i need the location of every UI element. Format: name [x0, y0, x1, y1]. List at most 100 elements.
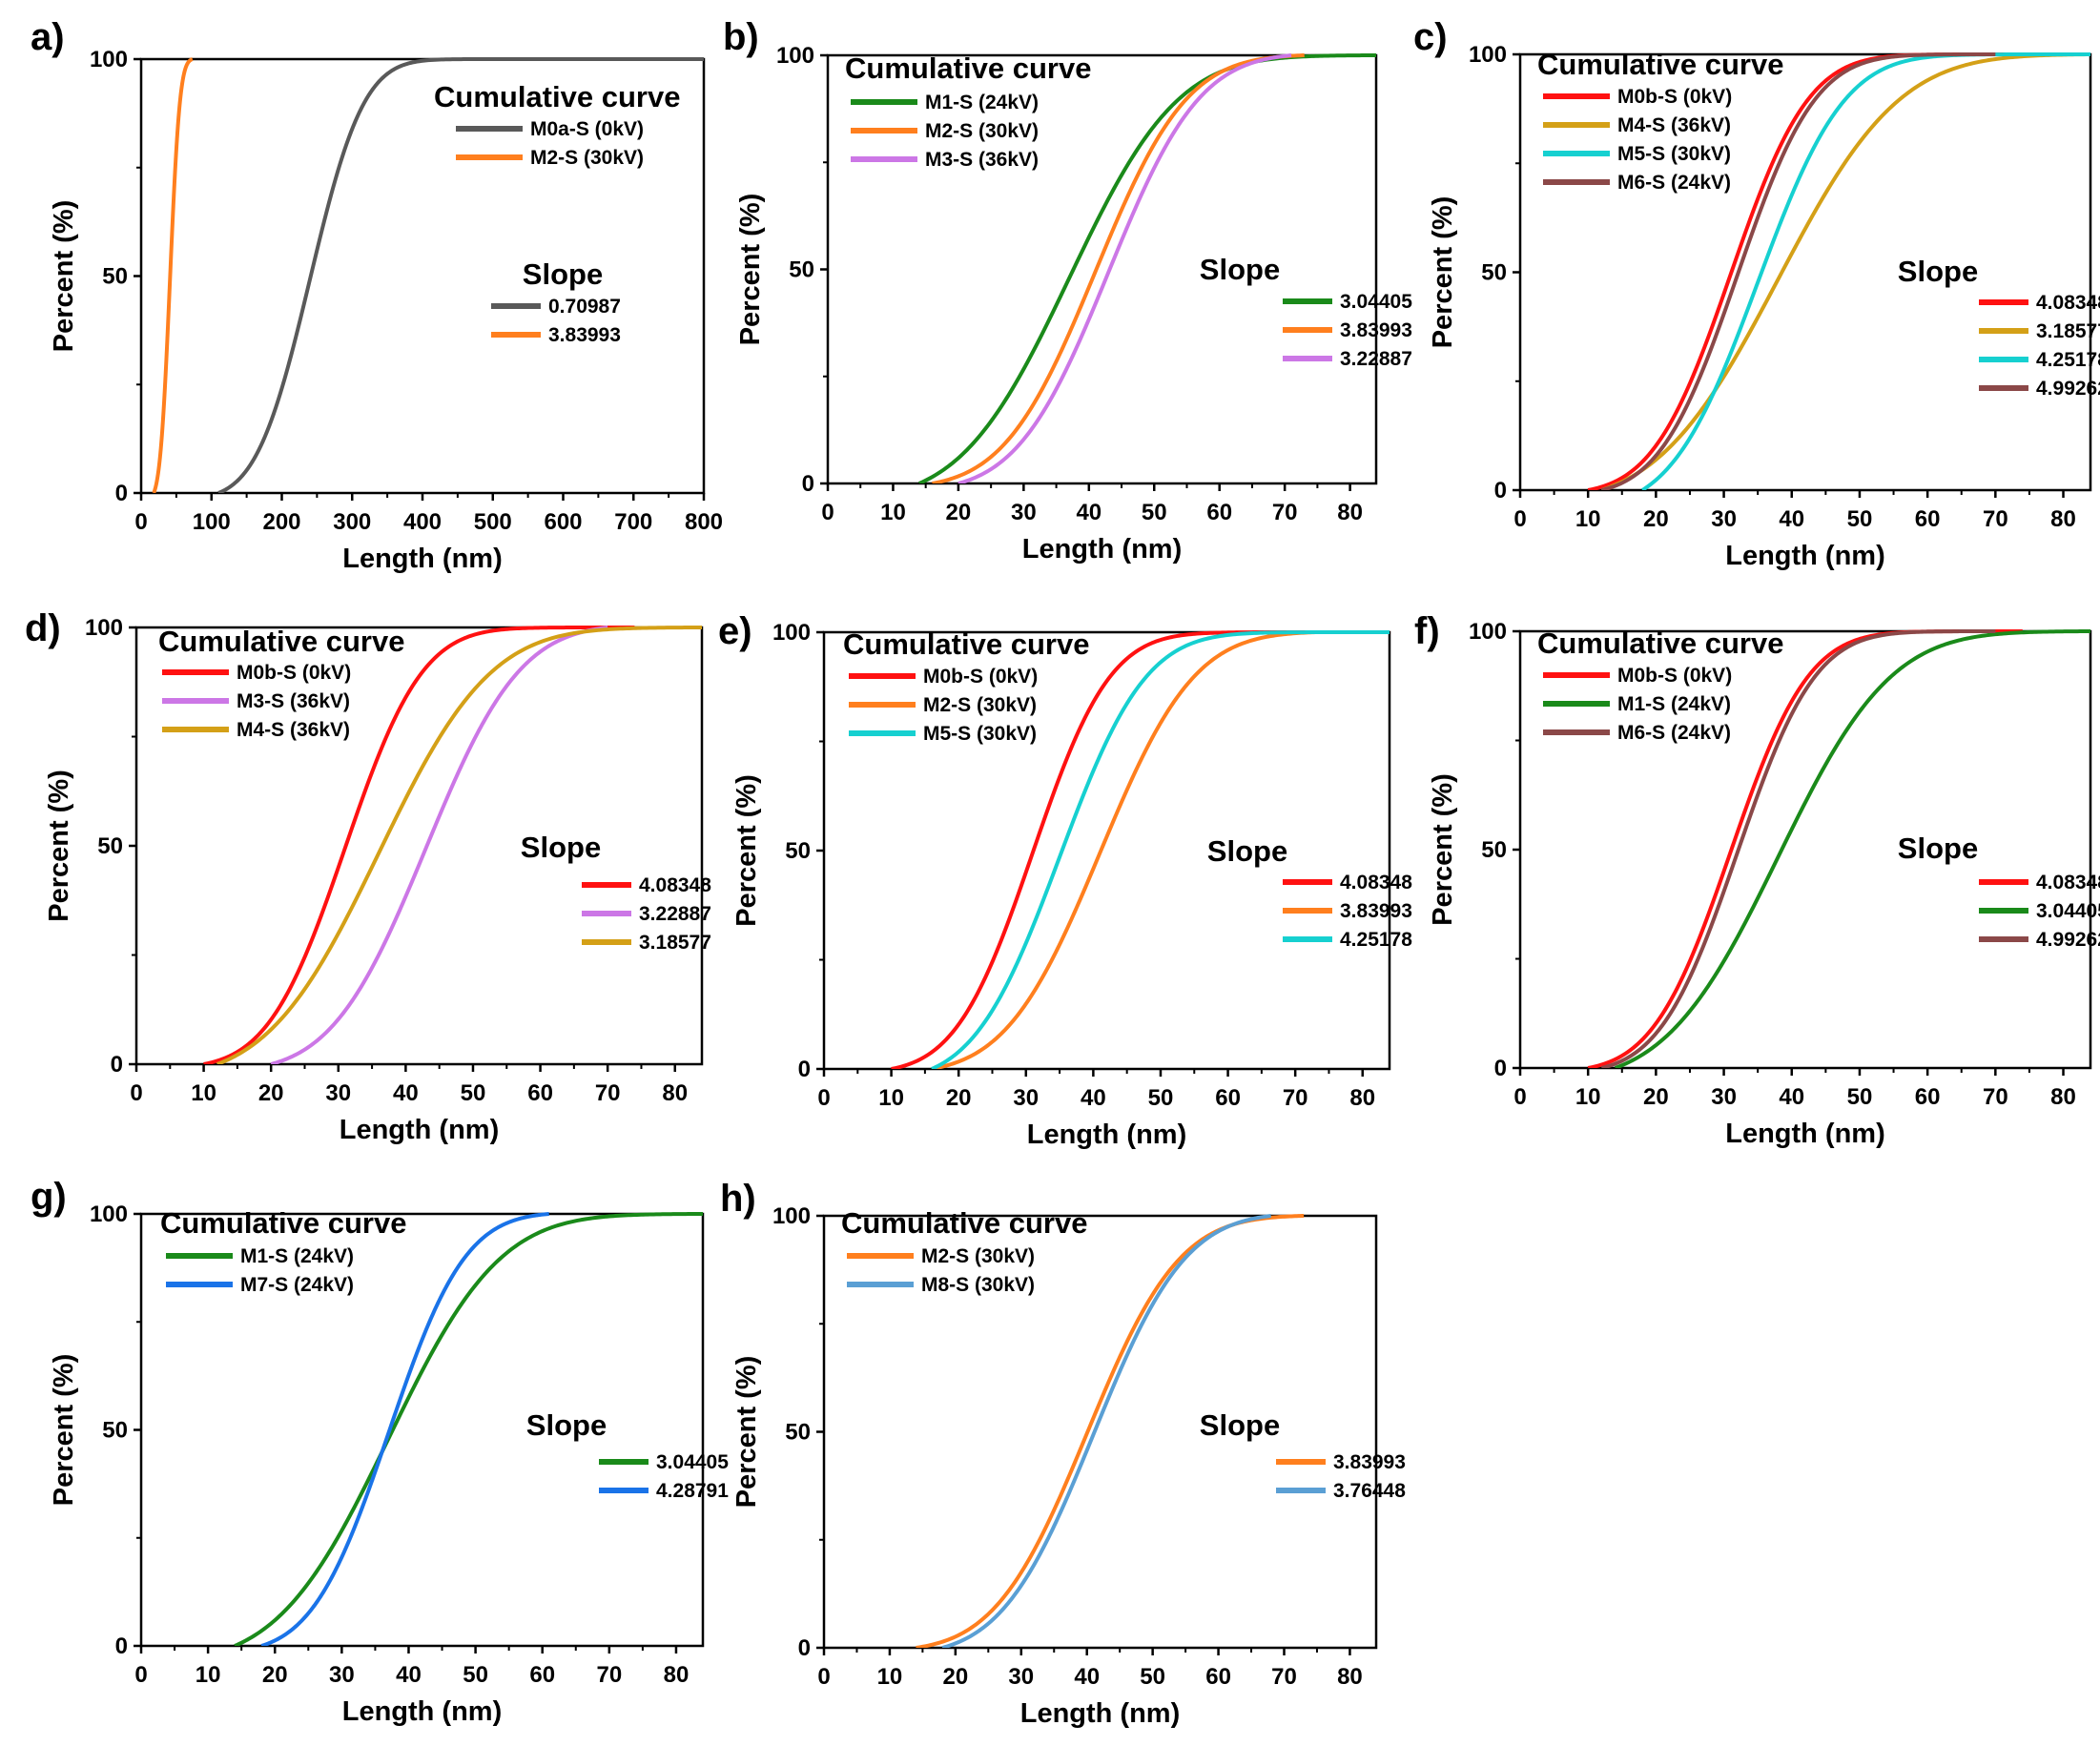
y-tick-label: 50 — [102, 1418, 128, 1444]
x-tick-label: 700 — [614, 509, 652, 535]
series-line-3 — [957, 53, 1292, 483]
slope-value: 4.08348 — [639, 874, 711, 896]
x-tick-label: 60 — [527, 1080, 553, 1106]
panel-letter: a) — [31, 16, 65, 58]
x-tick-label: 30 — [1711, 506, 1737, 532]
slope-title: Slope — [521, 831, 601, 864]
y-tick-label: 0 — [1494, 478, 1507, 503]
x-tick-label: 70 — [1271, 1664, 1297, 1690]
legend-entry: M2-S (30kV) — [923, 694, 1037, 716]
x-tick-label: 800 — [685, 509, 723, 535]
panel-letter: b) — [723, 16, 759, 58]
x-tick-label: 0 — [134, 1662, 147, 1688]
plot-frame — [139, 1212, 705, 1648]
slope-value: 3.04405 — [1340, 291, 1412, 313]
panel-letter: d) — [25, 607, 61, 649]
plot-frame — [822, 630, 1391, 1071]
x-tick-label: 20 — [1643, 506, 1669, 532]
legend-title: Cumulative curve — [158, 625, 404, 658]
y-tick-label: 100 — [1469, 42, 1507, 68]
slope-title: Slope — [1898, 255, 1978, 288]
x-tick-label: 80 — [2050, 1084, 2076, 1110]
y-tick-label: 100 — [90, 47, 128, 72]
x-tick-label: 60 — [1205, 1664, 1231, 1690]
panel-letter: h) — [720, 1178, 756, 1220]
x-tick-label: 600 — [544, 509, 582, 535]
slope-value: 4.25178 — [1340, 929, 1412, 951]
legend-title: Cumulative curve — [845, 51, 1091, 85]
chart-panel-a: a) 0 100 200 300 400 500 600 700 800 0 50 100 Length … — [31, 16, 723, 574]
x-axis-label: Length (nm) — [342, 544, 503, 574]
x-tick-label: 70 — [595, 1080, 621, 1106]
plot-frame — [1518, 52, 2092, 492]
legend-entry: M6-S (24kV) — [1617, 722, 1731, 744]
chart-panel-g: g) 0 10 20 30 40 50 60 70 80 0 50 100 Length (nm) Perc… — [31, 1176, 729, 1727]
x-tick-label: 40 — [1779, 506, 1804, 532]
y-axis-label: Percent (%) — [1428, 196, 1458, 349]
slope-title: Slope — [1200, 253, 1280, 286]
x-tick-label: 20 — [262, 1662, 288, 1688]
slope-value: 3.22887 — [639, 903, 711, 925]
slope-value: 3.83993 — [1340, 900, 1412, 922]
x-tick-label: 200 — [262, 509, 300, 535]
legend-title: Cumulative curve — [843, 627, 1089, 661]
x-tick-label: 60 — [1215, 1085, 1241, 1111]
x-tick-label: 80 — [1337, 500, 1363, 525]
x-tick-label: 80 — [662, 1080, 688, 1106]
x-tick-label: 50 — [461, 1080, 486, 1106]
chart-panel-e: e) 0 10 20 30 40 50 60 70 80 0 50 100 Length (nm) Perc… — [718, 610, 1412, 1150]
y-axis-label: Percent (%) — [1428, 773, 1458, 926]
x-tick-label: 0 — [817, 1085, 830, 1111]
x-tick-label: 40 — [1779, 1084, 1804, 1110]
series-line-2 — [941, 1214, 1272, 1648]
chart-panel-d: d) 0 10 20 30 40 50 60 70 80 0 50 100 Length (nm) Perc… — [25, 607, 711, 1145]
x-tick-label: 60 — [1915, 506, 1941, 532]
x-tick-label: 10 — [196, 1662, 221, 1688]
y-tick-label: 50 — [102, 264, 128, 290]
y-axis-label: Percent (%) — [731, 774, 762, 927]
slope-value: 3.04405 — [656, 1451, 729, 1473]
x-tick-label: 40 — [393, 1080, 419, 1106]
legend-title: Cumulative curve — [1537, 627, 1783, 660]
x-axis-label: Length (nm) — [1725, 541, 1885, 571]
x-tick-label: 20 — [946, 500, 972, 525]
slope-value: 3.83993 — [548, 324, 621, 346]
legend-title: Cumulative curve — [841, 1206, 1087, 1240]
x-tick-label: 70 — [1983, 506, 2008, 532]
plot-frame — [826, 53, 1378, 485]
slope-value: 4.08348 — [2036, 872, 2100, 894]
series-line-2 — [270, 626, 608, 1064]
x-tick-label: 10 — [880, 500, 906, 525]
chart-panel-c: c) 0 10 20 30 40 50 60 70 80 0 50 100 Length (nm) Perc… — [1413, 16, 2100, 571]
y-tick-label: 50 — [97, 833, 123, 859]
x-tick-label: 50 — [1148, 1085, 1174, 1111]
x-tick-label: 30 — [1011, 500, 1037, 525]
legend-entry: M0b-S (0kV) — [1617, 86, 1732, 108]
x-tick-label: 20 — [1643, 1084, 1669, 1110]
chart-panel-h: h) 0 10 20 30 40 50 60 70 80 0 50 100 Length (nm) Perc… — [720, 1178, 1406, 1729]
legend-entry: M3-S (36kV) — [925, 149, 1039, 171]
slope-value: 4.99262 — [2036, 378, 2100, 400]
x-tick-label: 50 — [1140, 1664, 1165, 1690]
x-tick-label: 40 — [1081, 1085, 1106, 1111]
y-tick-label: 100 — [90, 1202, 128, 1227]
panel-letter: g) — [31, 1176, 67, 1218]
legend-entry: M2-S (30kV) — [925, 120, 1039, 142]
x-tick-label: 50 — [1847, 506, 1873, 532]
slope-value: 4.08348 — [1340, 872, 1412, 894]
series-line-2 — [152, 57, 195, 493]
legend-entry: M0b-S (0kV) — [237, 662, 351, 684]
legend-entry: M7-S (24kV) — [240, 1274, 354, 1296]
slope-value: 3.83993 — [1333, 1451, 1406, 1473]
y-axis-label: Percent (%) — [44, 770, 74, 922]
x-tick-label: 70 — [1983, 1084, 2008, 1110]
x-tick-label: 0 — [821, 500, 834, 525]
series-line-3 — [931, 630, 1390, 1069]
x-tick-label: 30 — [1008, 1664, 1034, 1690]
x-axis-label: Length (nm) — [342, 1696, 503, 1727]
plot-frame — [1518, 629, 2092, 1070]
y-tick-label: 0 — [111, 1052, 123, 1078]
slope-value: 4.25178 — [2036, 349, 2100, 371]
x-tick-label: 70 — [596, 1662, 622, 1688]
